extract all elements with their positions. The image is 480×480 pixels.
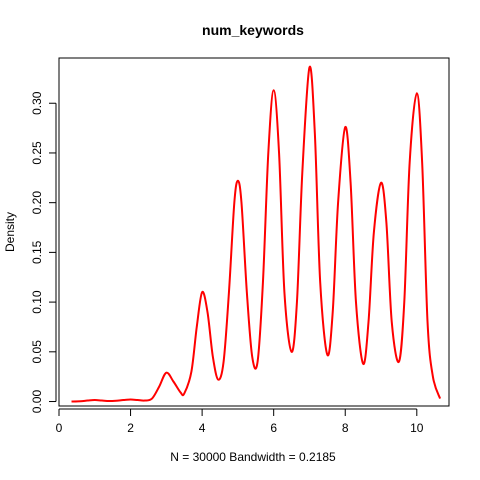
chart-title: num_keywords [202, 22, 304, 38]
x-tick-label: 0 [56, 421, 63, 435]
y-tick-label: 0.00 [30, 390, 44, 414]
x-tick-label: 10 [410, 421, 424, 435]
y-tick-label: 0.25 [30, 141, 44, 165]
y-tick-label: 0.05 [30, 340, 44, 364]
y-tick-label: 0.20 [30, 191, 44, 215]
x-axis-label: N = 30000 Bandwidth = 0.2185 [170, 450, 336, 464]
plot-area-frame [58, 57, 450, 407]
x-tick-label: 6 [270, 421, 277, 435]
x-axis: 0 2 4 6 8 10 [56, 408, 424, 435]
x-tick-label: 4 [199, 421, 206, 435]
y-tick-label: 0.15 [30, 240, 44, 264]
x-tick-label: 8 [342, 421, 349, 435]
y-tick-label: 0.30 [30, 91, 44, 115]
y-axis-label: Density [3, 212, 17, 252]
y-axis: 0.00 0.05 0.10 0.15 0.20 0.25 0.30 [30, 91, 57, 414]
x-tick-label: 2 [127, 421, 134, 435]
y-tick-label: 0.10 [30, 290, 44, 314]
density-line [71, 65, 442, 403]
